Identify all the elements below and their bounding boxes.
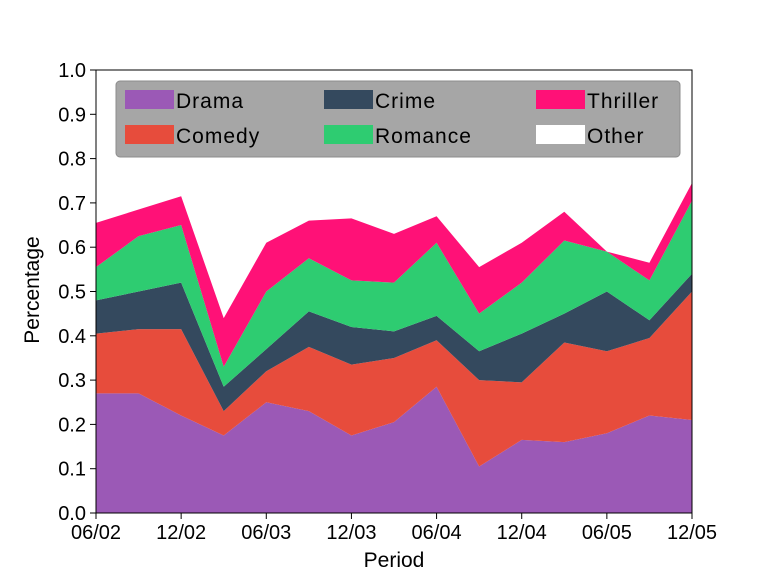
y-tick-label: 0.6 (58, 237, 86, 259)
legend-item-thriller: Thriller (536, 90, 659, 113)
y-tick-label: 0.1 (58, 459, 86, 481)
area-drama (96, 386, 692, 513)
legend-item-comedy: Comedy (125, 125, 260, 148)
y-tick-label: 1.0 (58, 60, 86, 82)
area-crime (96, 273, 692, 412)
x-tick-label: 06/05 (582, 522, 632, 544)
x-tick-label: 06/04 (412, 522, 462, 544)
plot-areas (96, 182, 692, 513)
legend-item-drama: Drama (125, 90, 244, 113)
legend-swatch (324, 125, 373, 144)
y-tick-label: 0.4 (58, 326, 86, 348)
x-tick-label: 12/03 (326, 522, 376, 544)
area-thriller (96, 182, 692, 367)
legend-swatch (324, 90, 373, 109)
x-axis: 06/02 12/02 06/03 12/03 06/04 12/04 06/05 12/05 (71, 513, 717, 544)
x-tick-label: 12/02 (156, 522, 206, 544)
legend-swatch (536, 125, 585, 144)
x-tick-label: 06/03 (241, 522, 291, 544)
y-tick-label: 0.0 (58, 503, 86, 525)
x-tick-label: 12/04 (497, 522, 547, 544)
area-romance (96, 200, 692, 387)
y-tick-label: 0.7 (58, 193, 86, 215)
y-tick-label: 0.3 (58, 370, 86, 392)
legend-label: Other (587, 125, 645, 148)
x-axis-label: Period (364, 549, 425, 572)
legend-label: Comedy (176, 125, 260, 148)
legend-label: Crime (375, 90, 436, 113)
x-tick-label: 12/05 (667, 522, 717, 544)
legend-label: Drama (176, 90, 244, 113)
legend: Drama Crime Thriller Comedy Romance Other (115, 80, 681, 158)
legend-item-crime: Crime (324, 90, 436, 113)
legend-label: Thriller (587, 90, 659, 113)
legend-swatch (125, 125, 174, 144)
legend-item-romance: Romance (324, 125, 472, 148)
y-tick-label: 0.9 (58, 104, 86, 126)
y-axis: 0.0 0.1 0.2 0.3 0.4 0.5 0.6 0.7 0.8 0.9 1.0 (58, 60, 96, 525)
y-axis-label: Percentage (21, 236, 44, 343)
legend-label: Romance (375, 125, 472, 148)
area-comedy (96, 291, 692, 467)
legend-swatch (536, 90, 585, 109)
x-tick-label: 06/02 (71, 522, 121, 544)
y-tick-label: 0.8 (58, 149, 86, 171)
y-tick-label: 0.2 (58, 414, 86, 436)
legend-swatch (125, 90, 174, 109)
y-tick-label: 0.5 (58, 282, 86, 304)
legend-item-other: Other (536, 125, 645, 148)
